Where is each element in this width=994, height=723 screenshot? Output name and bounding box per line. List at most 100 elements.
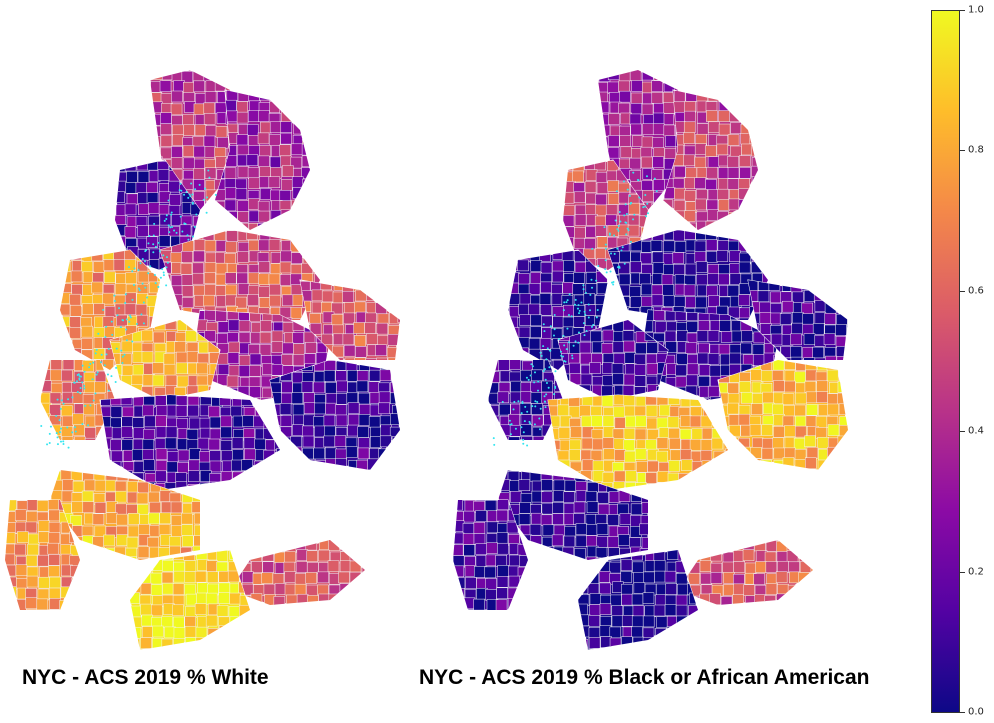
tract [612,321,625,333]
tract [727,167,740,179]
tract [224,167,237,179]
tract [688,572,700,585]
tract [781,300,794,313]
tract [302,133,310,145]
tract [489,424,501,437]
tract [717,178,730,190]
tract [359,403,371,416]
tract [306,550,318,562]
tract [794,448,807,461]
tract [301,262,313,275]
tract [152,625,164,638]
tract [656,395,669,406]
tract [126,536,139,549]
tract [335,370,347,382]
tract [344,357,357,360]
tract [496,509,509,522]
tract [215,240,228,252]
point-marker [523,420,526,423]
tract [662,253,675,265]
tract [161,638,174,650]
tract [739,220,751,230]
tract [247,110,260,122]
point-marker [76,391,79,394]
tract [607,180,619,192]
tract [376,322,389,335]
tract [630,251,642,264]
tract [707,156,720,168]
tract [268,273,281,286]
point-marker [625,212,628,215]
tract [651,92,664,104]
tract [685,296,697,308]
tract [237,166,250,178]
point-marker [644,194,647,197]
tract [121,385,133,398]
point-marker [124,302,127,305]
tract [740,342,752,355]
tract [225,272,237,284]
tract [146,192,159,204]
tract [816,391,828,403]
tract [161,294,173,306]
colorbar-tick-label: 0.8 [968,144,984,156]
tract [127,513,140,525]
tract [618,80,630,93]
tract [665,135,677,147]
tract [684,80,688,93]
tract [176,418,188,430]
colorbar-tick [960,571,965,573]
tract [607,147,620,159]
tract [705,179,717,191]
point-marker [520,426,523,429]
tract [751,403,763,415]
tract [354,357,366,360]
tract [302,210,310,223]
tract [149,501,161,514]
tract [334,435,347,447]
point-marker [152,243,155,246]
tract [675,626,688,638]
tract [276,472,280,485]
point-marker [204,187,207,190]
point-marker [549,349,552,352]
tract [463,510,475,523]
tract [752,393,764,405]
tract [251,540,264,551]
tract [572,283,585,295]
tract [764,551,777,564]
tract [564,479,577,492]
tract [355,346,367,358]
tract [263,583,276,596]
point-marker [141,258,144,261]
tract [124,203,137,216]
point-marker [181,230,184,233]
tract [271,221,283,230]
tract [751,210,758,222]
tract [242,472,254,485]
tract [83,403,95,416]
tract [488,437,500,440]
tract [141,626,154,638]
tract [244,448,256,461]
tract [81,261,93,273]
tract [366,333,378,345]
tract [531,414,544,427]
tract [812,346,824,359]
tract [540,304,552,316]
tract [552,260,564,273]
tract [204,284,216,296]
tract [531,403,543,415]
tract [254,438,266,451]
tract [175,351,188,364]
tract-cells [60,250,160,370]
point-marker [549,325,552,328]
tract [343,312,355,325]
point-marker [183,222,186,225]
tract [242,415,254,427]
point-marker [208,176,211,179]
tract [400,325,411,336]
tract [643,320,654,333]
tract [814,357,827,360]
tract [60,338,71,351]
